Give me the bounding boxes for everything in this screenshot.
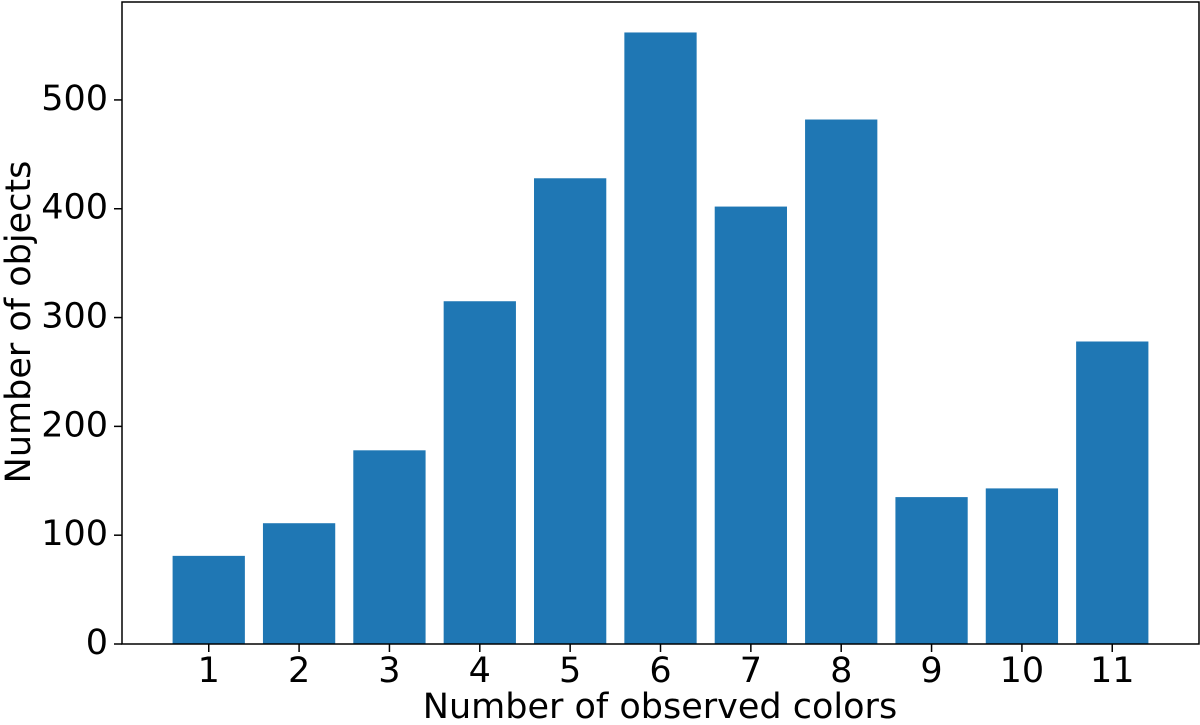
x-tick-label: 9 bbox=[920, 651, 942, 691]
plot-frame bbox=[121, 1, 1200, 645]
bar bbox=[895, 497, 968, 644]
bar bbox=[805, 119, 878, 644]
y-tick-label: 100 bbox=[41, 514, 108, 554]
bar bbox=[534, 178, 607, 645]
y-tick-label: 200 bbox=[41, 405, 108, 445]
y-tick-label: 500 bbox=[41, 79, 108, 119]
y-tick-label: 400 bbox=[41, 188, 108, 228]
x-axis-label: Number of observed colors bbox=[423, 687, 897, 725]
bar bbox=[443, 301, 516, 644]
bar bbox=[353, 450, 426, 644]
bar bbox=[262, 523, 336, 644]
x-tick-label: 6 bbox=[649, 651, 671, 691]
x-tick-label: 1 bbox=[198, 651, 220, 691]
y-axis-label: Number of objects bbox=[0, 161, 39, 484]
bar bbox=[624, 32, 697, 645]
y-tick-label: 300 bbox=[41, 297, 108, 337]
x-tick-label: 10 bbox=[1000, 651, 1045, 691]
bar bbox=[1076, 341, 1149, 644]
x-tick-label: 5 bbox=[559, 651, 581, 691]
x-tick-label: 8 bbox=[830, 651, 852, 691]
x-tick-label: 3 bbox=[378, 651, 400, 691]
bar bbox=[985, 488, 1059, 644]
x-tick-label: 11 bbox=[1090, 651, 1135, 691]
bar bbox=[714, 206, 787, 644]
y-tick-label: 0 bbox=[86, 623, 108, 663]
x-tick-label: 7 bbox=[740, 651, 762, 691]
x-tick-label: 4 bbox=[469, 651, 491, 691]
x-tick-label: 2 bbox=[288, 651, 310, 691]
bar bbox=[172, 555, 245, 644]
